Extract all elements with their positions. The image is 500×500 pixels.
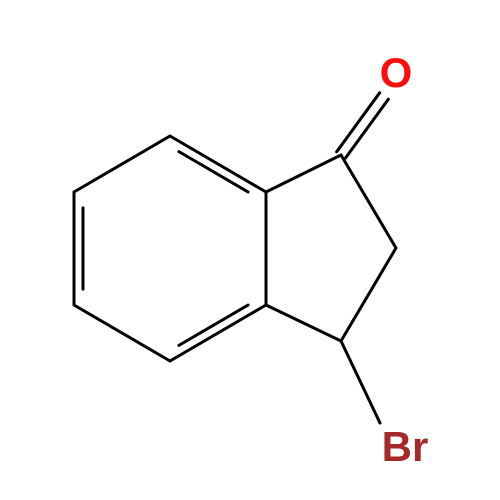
- oxygen-atom-label: O: [380, 49, 413, 97]
- bromine-atom-label: Br: [382, 423, 429, 471]
